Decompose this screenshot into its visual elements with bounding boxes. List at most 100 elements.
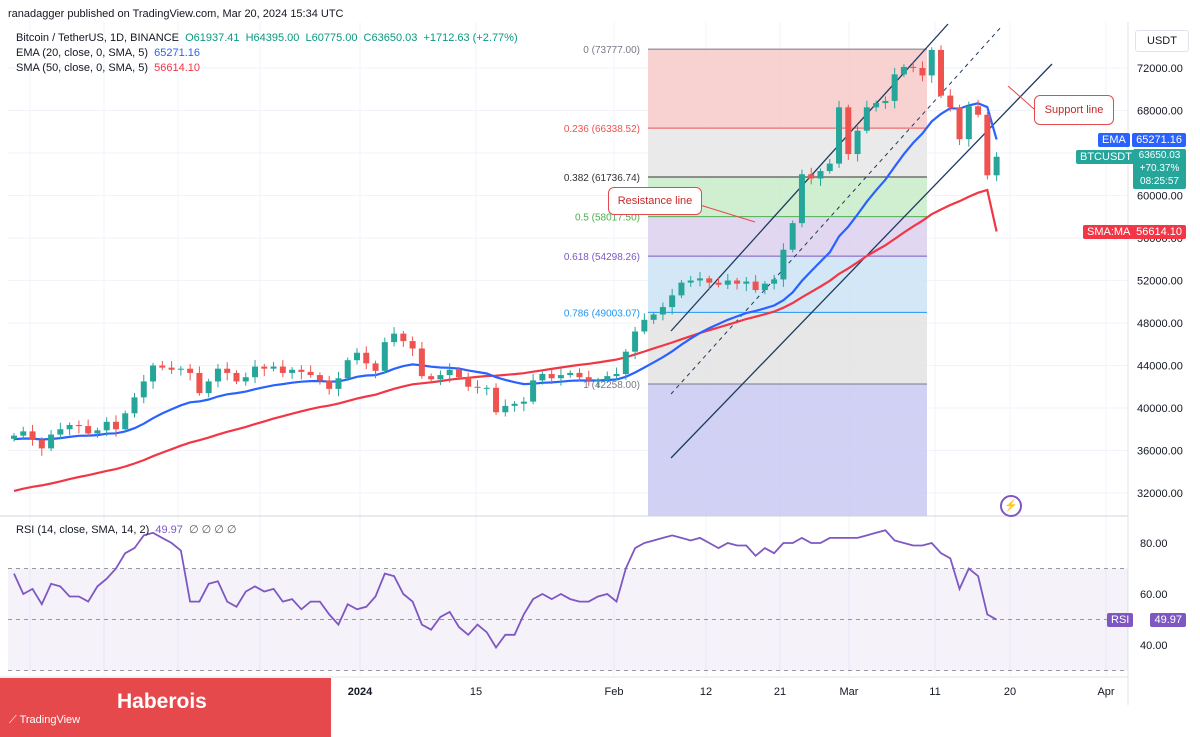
ohlc-high: H64395.00 <box>245 32 300 44</box>
candle-body <box>613 374 620 377</box>
candle-body <box>177 368 184 370</box>
candle-body <box>938 49 944 96</box>
fib-level-label: 0.236 (66338.52) <box>564 124 640 135</box>
rsi-tick-label: 60.00 <box>1140 589 1168 601</box>
candle-body <box>650 314 657 320</box>
publisher-line: ranadagger published on TradingView.com,… <box>8 8 344 20</box>
candle-body <box>539 374 546 381</box>
candle-body <box>669 295 676 308</box>
candle-body <box>381 342 388 371</box>
candle-body <box>900 66 907 75</box>
last-price-change: +70.37% <box>1139 163 1180 174</box>
fib-level-label: 0.382 (61736.74) <box>564 173 640 184</box>
candle-body <box>446 369 453 376</box>
candle-body <box>919 68 926 76</box>
candle-body <box>372 363 379 371</box>
candle-body <box>233 372 240 382</box>
candle-body <box>85 426 92 434</box>
channel-midline <box>670 25 1003 395</box>
candle-body <box>520 401 527 404</box>
candle-body <box>57 429 64 435</box>
sma-tag-name: SMA:MA <box>1083 225 1135 239</box>
price-tick-label: 48000.00 <box>1137 318 1183 330</box>
candle-body <box>576 372 583 378</box>
time-tick-label: 21 <box>774 686 786 698</box>
candle-body <box>771 279 778 284</box>
candle-body <box>103 421 110 431</box>
candle-body <box>845 107 852 155</box>
candle-body <box>391 333 398 343</box>
fib-zone <box>648 384 927 516</box>
candle-body <box>567 372 574 376</box>
candle-body <box>140 381 147 398</box>
candle-body <box>928 49 935 76</box>
candle-body <box>112 421 119 430</box>
price-tick-label: 60000.00 <box>1137 191 1183 203</box>
candle-body <box>696 278 703 281</box>
candle-body <box>66 425 73 430</box>
candle-body <box>780 249 787 280</box>
candle-body <box>11 435 17 439</box>
candle-body <box>641 319 648 332</box>
price-tick-label: 52000.00 <box>1137 276 1183 288</box>
fib-zone <box>648 49 927 129</box>
candle-body <box>159 365 166 368</box>
candle-body <box>20 431 27 436</box>
candle-body <box>409 341 416 349</box>
sma-legend[interactable]: SMA (50, close, 0, SMA, 5) 56614.10 <box>16 62 203 74</box>
candle-body <box>975 106 982 115</box>
time-tick-label: 12 <box>700 686 712 698</box>
rsi-legend[interactable]: RSI (14, close, SMA, 14, 2) 49.97 ∅ ∅ ∅ … <box>16 523 239 536</box>
rsi14-line <box>13 529 998 650</box>
candle-body <box>353 352 360 361</box>
rsi-tag-value: 49.97 <box>1150 613 1186 627</box>
candle-body <box>854 130 861 155</box>
candle-body <box>882 100 889 104</box>
candle-body <box>344 360 351 379</box>
tradingview-logo[interactable]: ⟋ TradingView <box>9 714 80 727</box>
candle-body <box>48 434 55 449</box>
ema-legend[interactable]: EMA (20, close, 0, SMA, 5) 65271.16 <box>16 47 203 59</box>
candle-body <box>316 375 323 381</box>
sma-legend-value: 56614.10 <box>154 62 201 74</box>
candle-body <box>836 107 843 164</box>
fib-level-label: 1 (42258.00) <box>583 380 640 391</box>
candle-body <box>474 386 481 388</box>
price-tick-label: 72000.00 <box>1137 63 1183 75</box>
price-tick-label: 40000.00 <box>1137 403 1183 415</box>
candle-body <box>307 371 314 376</box>
candle-body <box>289 369 296 373</box>
last-price-value: 63650.03 <box>1138 150 1181 161</box>
candle-body <box>585 377 592 381</box>
candle-body <box>502 405 509 413</box>
time-tick-label: 11 <box>929 686 940 698</box>
candle-body <box>400 333 407 342</box>
candle-body <box>214 368 221 382</box>
lightning-icon[interactable]: ⚡ <box>1000 495 1022 517</box>
candle-body <box>817 171 824 179</box>
currency-button[interactable]: USDT <box>1135 30 1189 52</box>
resistance-callout-line <box>699 204 756 223</box>
candle-body <box>798 174 805 224</box>
candle-body <box>455 369 462 378</box>
symbol-legend: Bitcoin / TetherUS, 1D, BINANCE O61937.4… <box>16 32 521 44</box>
candle-body <box>752 281 759 291</box>
candle-body <box>826 163 833 172</box>
fib-level-label: 0 (73777.00) <box>583 45 640 56</box>
candle-body <box>993 156 1000 176</box>
candle-body <box>947 95 954 108</box>
candle-body <box>252 366 259 378</box>
sma50-line <box>13 188 998 492</box>
candle-body <box>530 380 537 402</box>
resistance-line-label[interactable]: Resistance line <box>608 187 702 215</box>
rsi-tag-name: RSI <box>1107 613 1134 627</box>
fibonacci-retracement[interactable]: 0 (73777.00) 0.236 (66338.52) 0.382 (61736… <box>564 45 927 516</box>
ohlc-open: O61937.41 <box>185 32 240 44</box>
time-tick-label: Feb <box>605 686 624 698</box>
candle-body <box>363 352 370 364</box>
candle-body <box>622 351 629 374</box>
support-line-label[interactable]: Support line <box>1034 95 1114 125</box>
candle-body <box>873 103 880 108</box>
symbol-title[interactable]: Bitcoin / TetherUS, 1D, BINANCE <box>16 32 180 44</box>
